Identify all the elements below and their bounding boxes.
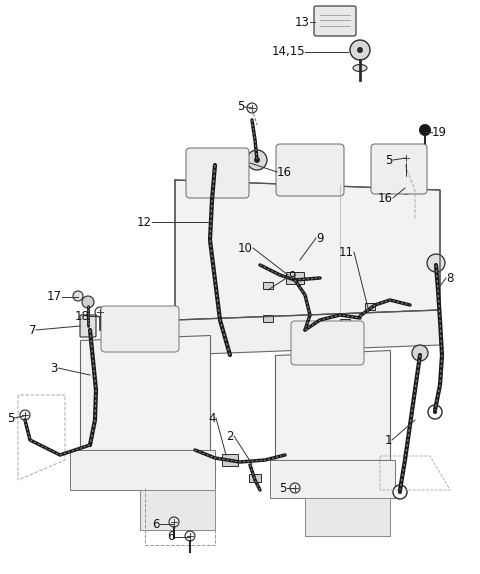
Circle shape (82, 296, 94, 308)
FancyBboxPatch shape (291, 321, 364, 365)
Text: 3: 3 (50, 362, 58, 374)
Bar (263, 281, 273, 289)
Circle shape (393, 485, 407, 499)
Text: 7: 7 (28, 324, 36, 336)
Polygon shape (80, 335, 210, 450)
Text: 12: 12 (137, 215, 152, 228)
Circle shape (412, 345, 428, 361)
Text: 9: 9 (288, 270, 296, 284)
Bar (340, 319, 350, 325)
FancyBboxPatch shape (186, 148, 249, 198)
Polygon shape (270, 460, 395, 498)
Circle shape (73, 291, 83, 301)
Polygon shape (275, 350, 390, 460)
Circle shape (433, 410, 437, 414)
FancyBboxPatch shape (371, 144, 427, 194)
Bar (249, 474, 261, 482)
FancyBboxPatch shape (314, 6, 356, 36)
Circle shape (290, 483, 300, 493)
Circle shape (207, 155, 223, 171)
Ellipse shape (353, 64, 367, 72)
Bar (286, 272, 304, 284)
Text: 11: 11 (339, 246, 354, 258)
Text: 4: 4 (208, 412, 216, 425)
Text: 5: 5 (385, 153, 393, 166)
Bar (365, 302, 375, 309)
Text: 16: 16 (378, 192, 393, 204)
FancyBboxPatch shape (276, 144, 344, 196)
Text: 19: 19 (432, 126, 447, 138)
Circle shape (185, 531, 195, 541)
FancyBboxPatch shape (101, 306, 179, 352)
Polygon shape (175, 310, 440, 355)
Text: 18: 18 (75, 309, 90, 323)
Text: 2: 2 (227, 429, 234, 443)
FancyBboxPatch shape (80, 315, 96, 337)
Polygon shape (305, 498, 390, 536)
Circle shape (428, 405, 442, 419)
Circle shape (247, 150, 267, 170)
Text: 6: 6 (168, 530, 175, 544)
Circle shape (397, 176, 415, 194)
Polygon shape (140, 490, 215, 530)
Text: 10: 10 (238, 242, 253, 254)
Circle shape (254, 157, 260, 163)
Text: 13: 13 (295, 15, 310, 29)
Text: 5: 5 (237, 100, 244, 114)
Text: 9: 9 (316, 231, 324, 245)
Circle shape (95, 307, 105, 317)
Text: 8: 8 (446, 272, 454, 285)
Text: 17: 17 (47, 290, 62, 304)
Circle shape (357, 47, 363, 53)
Circle shape (247, 103, 257, 113)
Bar (263, 315, 273, 321)
Text: 1: 1 (384, 433, 392, 447)
Circle shape (169, 517, 179, 527)
Text: 14,15: 14,15 (271, 45, 305, 59)
Circle shape (20, 410, 30, 420)
Text: 5: 5 (7, 412, 14, 425)
Circle shape (398, 490, 402, 494)
Circle shape (350, 40, 370, 60)
Circle shape (419, 124, 431, 136)
Circle shape (427, 254, 445, 272)
Polygon shape (175, 180, 440, 320)
Text: 5: 5 (280, 482, 287, 494)
Circle shape (401, 153, 411, 163)
Text: 6: 6 (153, 518, 160, 530)
Polygon shape (70, 450, 215, 490)
Text: 16: 16 (277, 165, 292, 179)
Bar (222, 455, 238, 466)
